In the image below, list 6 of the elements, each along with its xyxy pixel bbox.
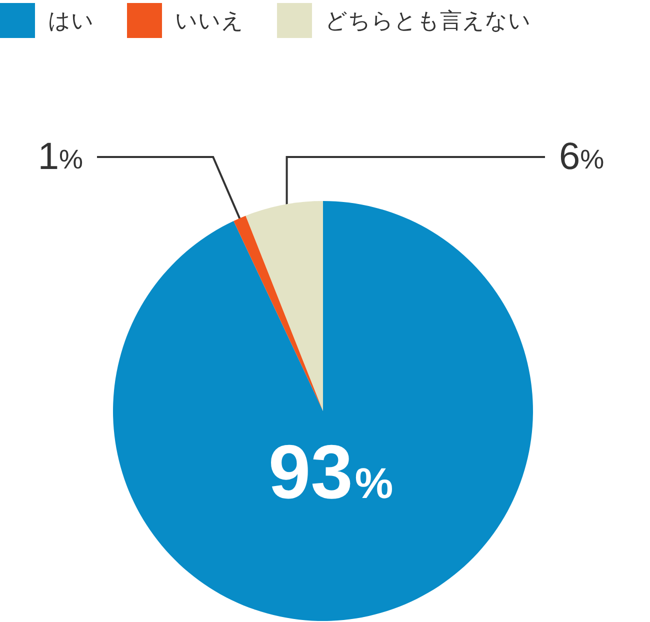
data-label: 6% xyxy=(559,136,604,178)
legend-label: どちらとも言えない xyxy=(325,8,531,33)
legend-label: はい xyxy=(48,8,94,33)
data-label: 1% xyxy=(38,136,84,178)
data-label: 93% xyxy=(268,430,394,515)
legend-label: いいえ xyxy=(175,8,244,33)
